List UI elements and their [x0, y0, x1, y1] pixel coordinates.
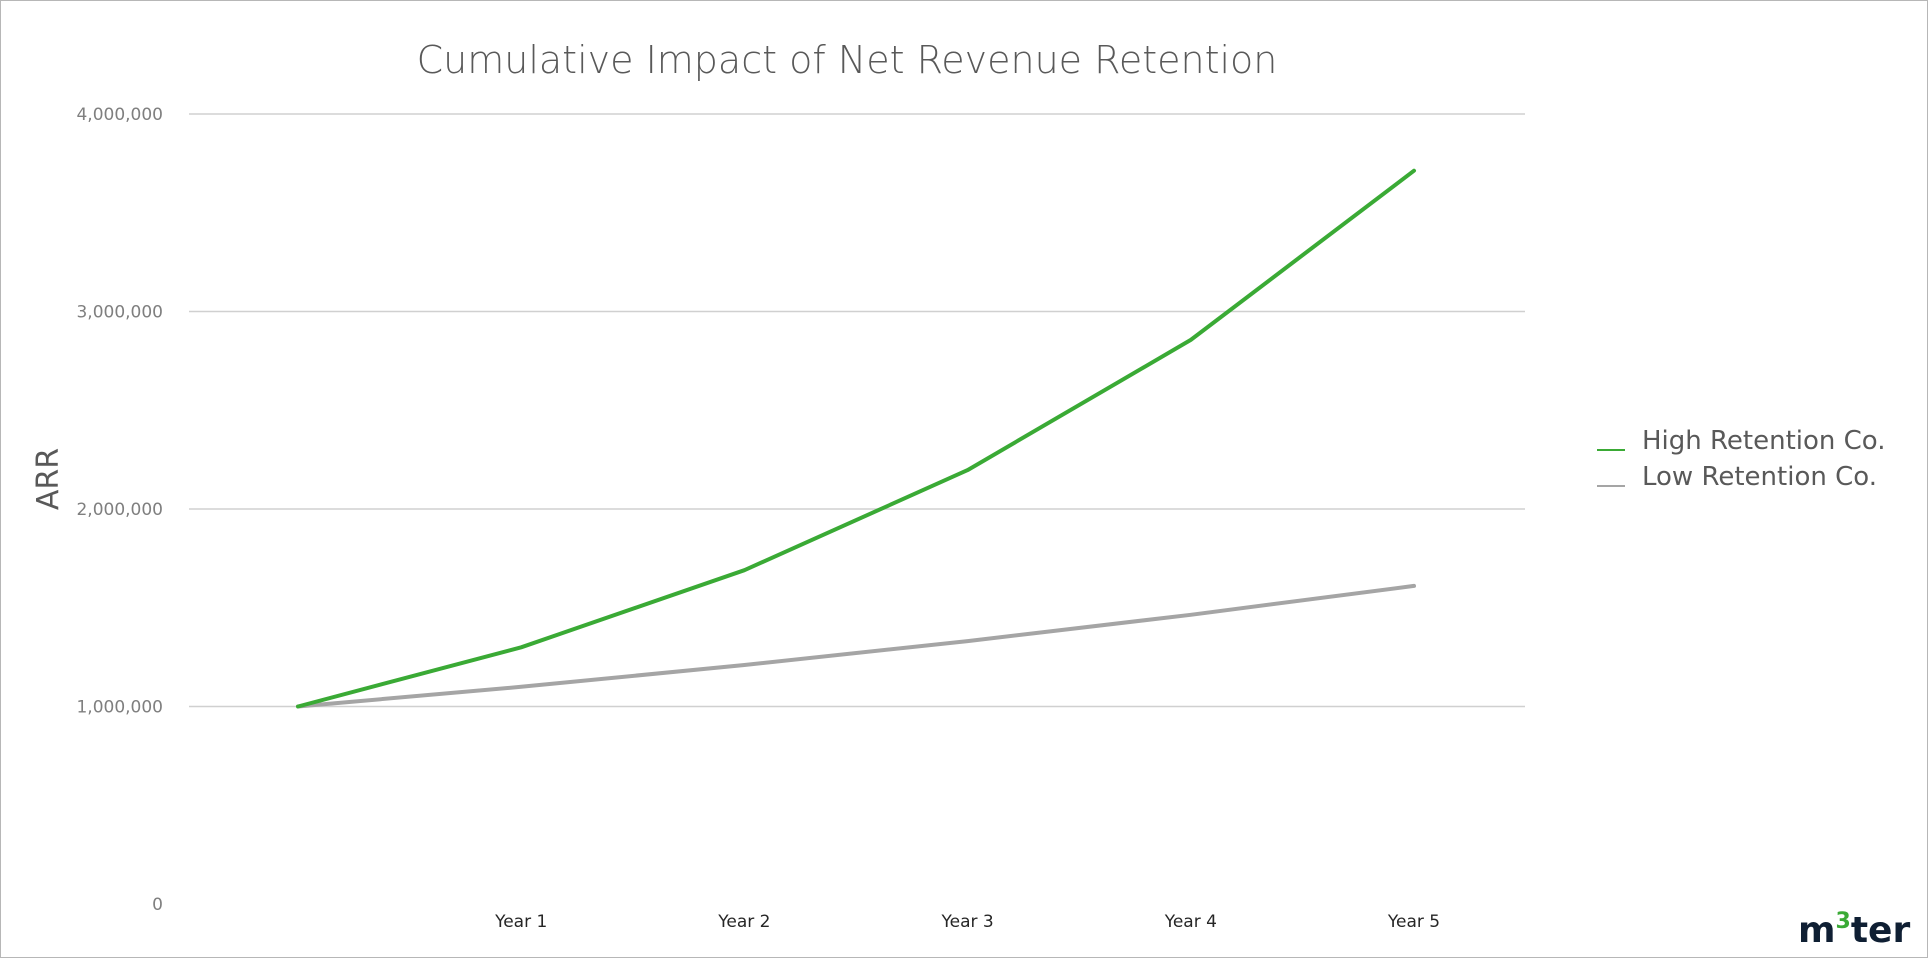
logo-text-left: m: [1798, 910, 1836, 951]
x-tick-label: Year 2: [717, 912, 770, 932]
y-axis-ticks: 0 1,000,000 2,000,000 3,000,000 4,000,000: [76, 105, 163, 915]
gridlines: [189, 113, 1525, 708]
logo-text-sup: 3: [1836, 909, 1851, 934]
x-tick-label: Year 5: [1387, 912, 1440, 932]
x-axis-ticks: Year 1 Year 2 Year 3 Year 4 Year 5: [494, 912, 1440, 932]
legend-label: High Retention Co.: [1642, 426, 1886, 456]
logo-text-right: ter: [1851, 910, 1911, 951]
x-tick-label: Year 4: [1164, 912, 1217, 932]
y-axis-label: ARR: [31, 448, 66, 510]
y-tick-label: 0: [152, 895, 163, 915]
x-tick-label: Year 1: [494, 912, 547, 932]
svg-text:m3ter: m3ter: [1798, 909, 1910, 951]
y-tick-label: 4,000,000: [76, 105, 163, 125]
x-tick-label: Year 3: [940, 912, 993, 932]
legend: High Retention Co. Low Retention Co.: [1597, 426, 1886, 492]
brand-logo: m3ter: [1798, 909, 1910, 951]
series-lines: [296, 168, 1416, 709]
y-tick-label: 1,000,000: [76, 698, 163, 718]
y-tick-label: 3,000,000: [76, 303, 163, 323]
legend-label: Low Retention Co.: [1642, 462, 1877, 492]
y-tick-label: 2,000,000: [76, 500, 163, 520]
series-line-low-retention-co: [296, 583, 1416, 709]
series-line-high-retention-co: [296, 168, 1416, 709]
chart-title: Cumulative Impact of Net Revenue Retenti…: [417, 38, 1278, 82]
